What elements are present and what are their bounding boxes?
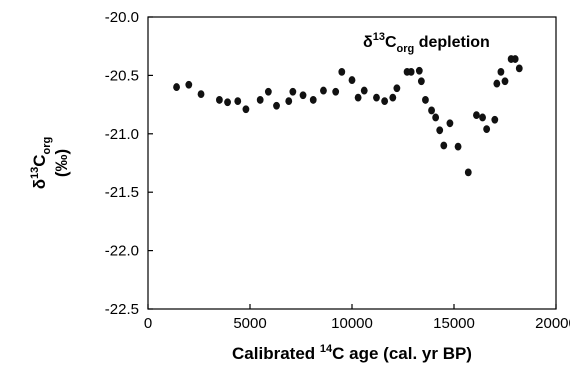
- data-point: [320, 86, 327, 95]
- data-point: [428, 106, 435, 115]
- x-tick-label: 5000: [233, 315, 266, 332]
- plot-frame: [147, 16, 557, 310]
- y-tick-label: -20.0: [105, 9, 139, 26]
- x-tick-label: 10000: [331, 315, 373, 332]
- data-point: [407, 67, 415, 76]
- data-point: [234, 97, 242, 105]
- data-point: [242, 105, 250, 114]
- data-point: [338, 67, 346, 76]
- data-point: [393, 84, 401, 93]
- y-tick-label: -21.0: [105, 126, 139, 143]
- data-point: [197, 90, 205, 98]
- data-point: [515, 64, 523, 73]
- svg-text:(‰): (‰): [52, 149, 71, 177]
- data-point: [360, 86, 368, 95]
- y-axis-label: δ13Corg (‰): [29, 137, 71, 190]
- data-point: [185, 80, 193, 89]
- x-axis-label: Calibrated 14C age (cal. yr BP): [232, 343, 472, 363]
- y-tick-label: -20.5: [105, 67, 139, 84]
- data-point: [273, 101, 280, 110]
- data-series: [173, 55, 523, 177]
- y-tick-label: -21.5: [105, 184, 139, 201]
- data-point: [497, 67, 505, 76]
- chart-annotation: δ13Corg depletion: [363, 31, 490, 55]
- data-point: [373, 93, 380, 102]
- data-point: [289, 87, 297, 96]
- data-point: [422, 96, 429, 104]
- data-point: [501, 77, 509, 86]
- data-point: [309, 96, 317, 104]
- y-axis: -20.0 -20.5 -21.0 -21.5 -22.0 -22.5: [105, 9, 153, 318]
- data-point: [415, 66, 423, 75]
- data-point: [332, 87, 340, 96]
- data-point: [173, 83, 180, 91]
- data-point: [432, 113, 440, 122]
- data-point: [381, 97, 389, 105]
- data-point: [483, 125, 491, 134]
- data-point: [348, 76, 356, 84]
- data-point: [464, 168, 472, 177]
- data-point: [436, 126, 444, 135]
- data-point: [479, 113, 486, 122]
- data-point: [511, 55, 519, 63]
- x-tick-label: 15000: [433, 315, 475, 332]
- data-point: [256, 96, 264, 104]
- svg-text:δ13Corg: δ13Corg: [29, 137, 53, 190]
- data-point: [389, 93, 397, 102]
- data-point: [299, 91, 307, 100]
- data-point: [446, 119, 454, 128]
- data-point: [264, 87, 272, 96]
- y-tick-label: -22.0: [105, 243, 139, 260]
- data-point: [354, 93, 362, 102]
- data-point: [216, 96, 223, 104]
- data-point: [493, 79, 501, 88]
- x-tick-label: 20000: [535, 315, 570, 332]
- data-point: [440, 141, 448, 150]
- data-point: [473, 111, 480, 120]
- y-tick-label: -22.5: [105, 301, 139, 318]
- data-point: [454, 142, 462, 151]
- data-point: [285, 97, 293, 105]
- data-point: [224, 98, 231, 107]
- x-axis: 0 5000 10000 15000 20000: [144, 304, 570, 332]
- data-point: [417, 77, 425, 86]
- data-point: [491, 115, 499, 124]
- x-tick-label: 0: [144, 315, 152, 332]
